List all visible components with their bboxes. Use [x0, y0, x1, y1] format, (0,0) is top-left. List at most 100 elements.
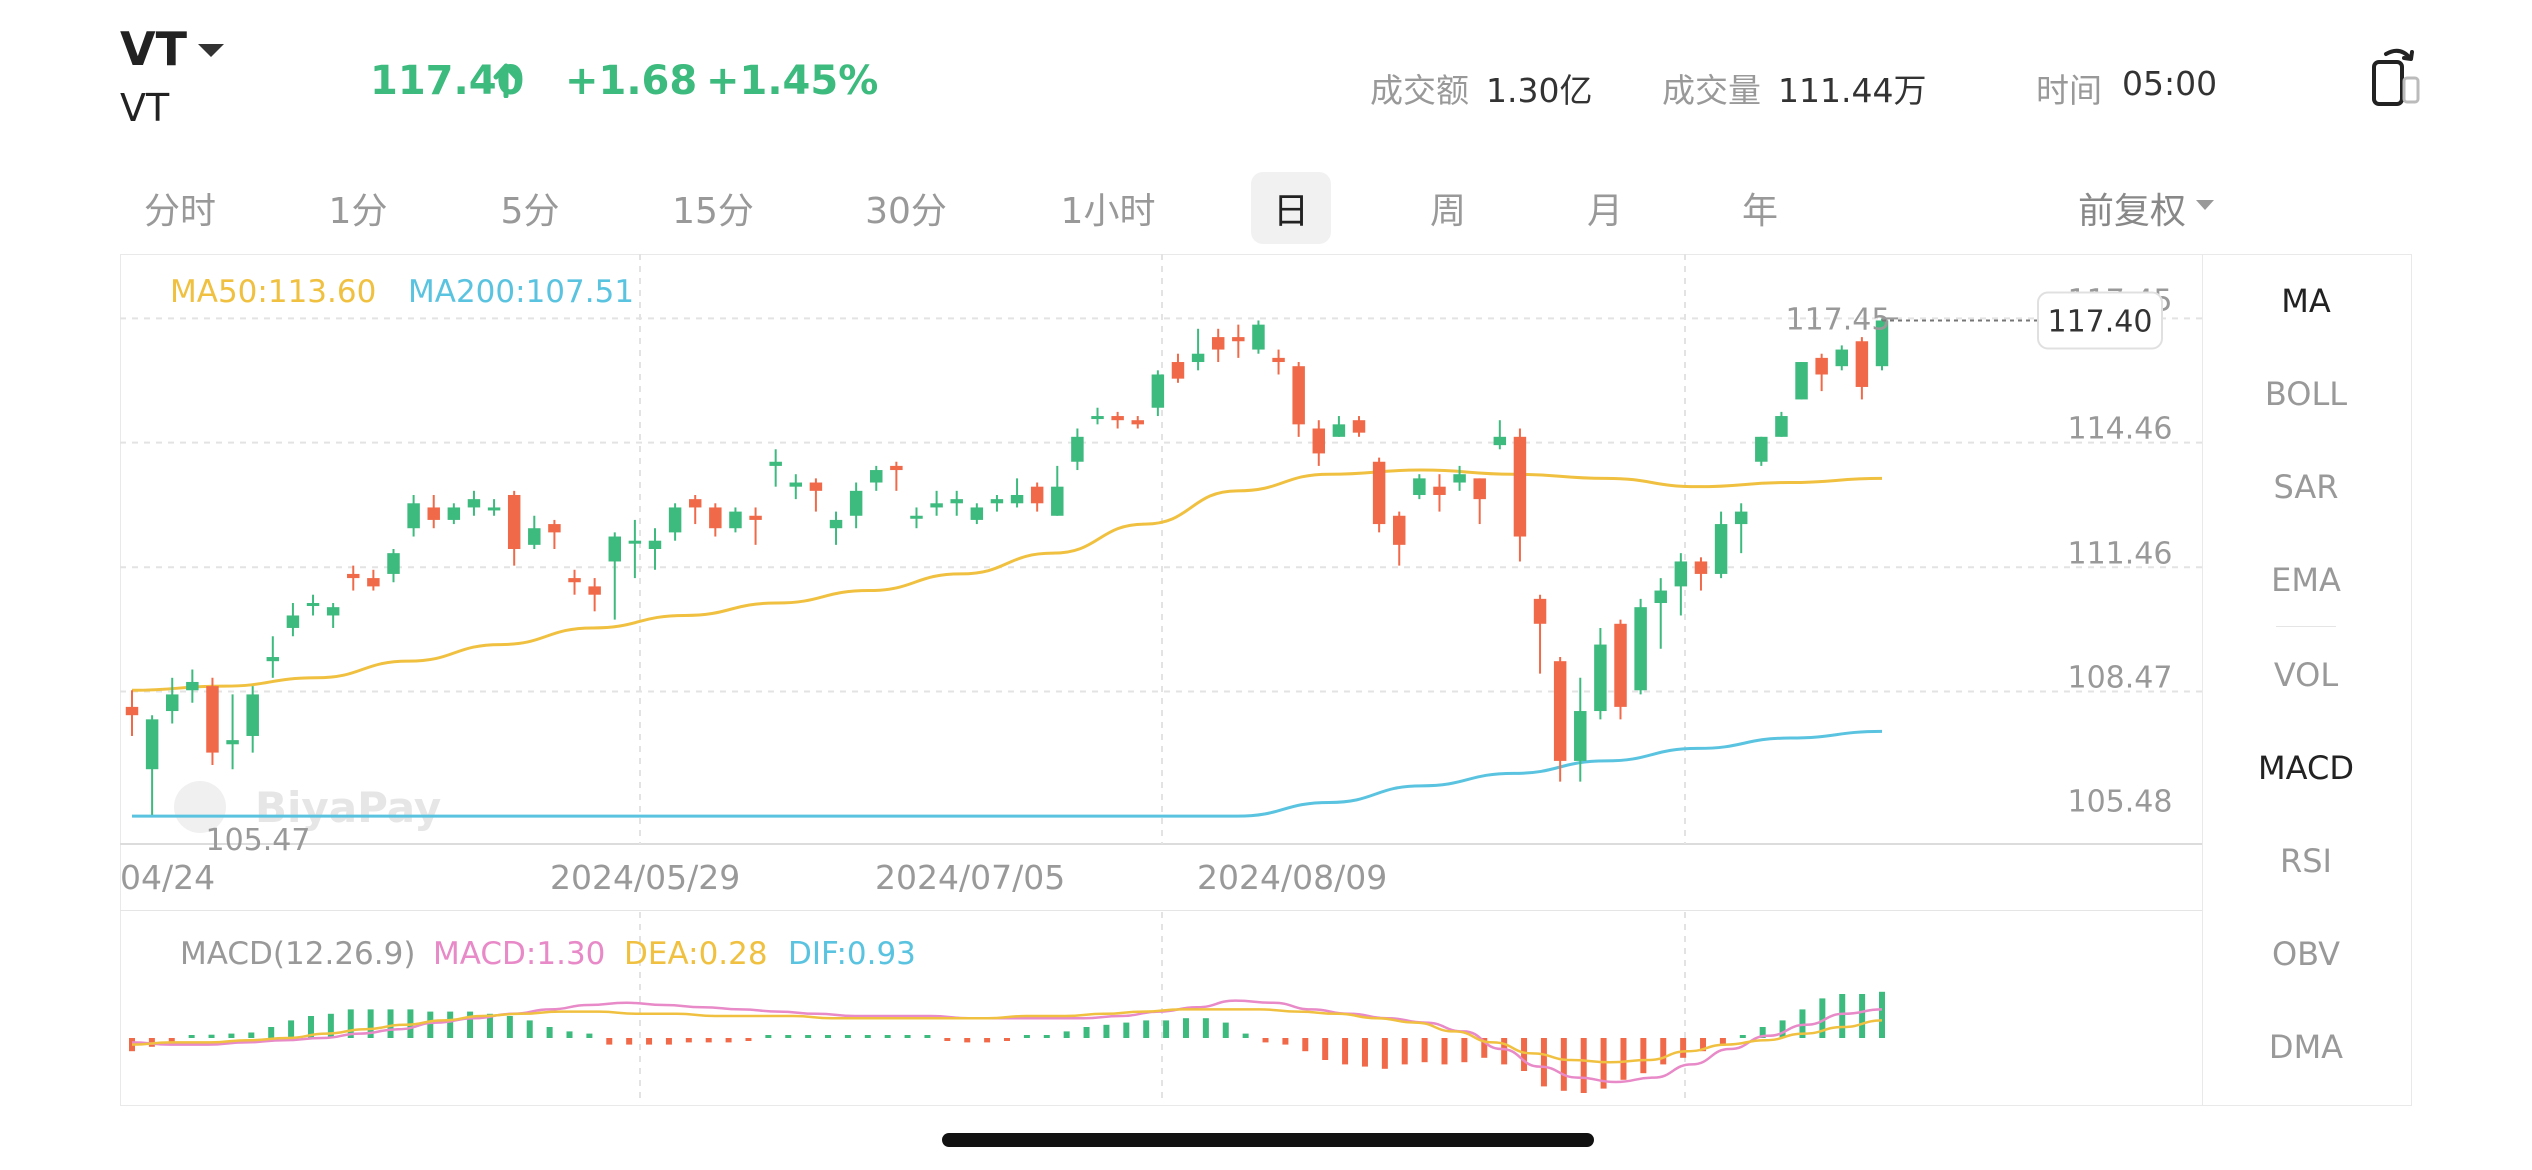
candle — [407, 494, 420, 537]
candlestick-chart[interactable]: BiyaPay 117.45 114.46 111.46 108.47 105.48 117… — [120, 254, 2202, 854]
macd-histogram-bar — [347, 1009, 354, 1038]
macd-histogram-bar — [626, 1038, 633, 1045]
macd-histogram-bar — [1361, 1038, 1368, 1067]
indicator-obv[interactable]: OBV — [2271, 935, 2341, 973]
macd-histogram-bar — [1182, 1018, 1189, 1038]
candle — [347, 565, 360, 591]
candle — [1775, 411, 1788, 437]
tab-5min[interactable]: 5分 — [500, 191, 560, 232]
candle — [1815, 353, 1828, 392]
candle — [1372, 457, 1386, 533]
candle — [1614, 619, 1627, 720]
macd-histogram-bar — [1083, 1027, 1090, 1038]
macd-histogram-bar — [1302, 1038, 1309, 1052]
candle-body — [206, 686, 219, 753]
macd-histogram-bar — [984, 1038, 991, 1043]
candle-body — [1393, 515, 1406, 545]
dif-value: DIF:0.93 — [788, 936, 916, 972]
macd-histogram-bar — [1441, 1038, 1448, 1065]
candle-body — [528, 528, 541, 545]
indicator-ema[interactable]: EMA — [2271, 561, 2341, 599]
macd-histogram-bar — [725, 1038, 732, 1043]
candle — [749, 507, 762, 545]
time-label: 时间 — [2036, 71, 2102, 110]
candle-body — [145, 719, 159, 770]
macd-histogram-bar — [685, 1038, 692, 1043]
macd-histogram-bar — [665, 1038, 672, 1045]
ticker-dropdown-icon[interactable] — [198, 44, 224, 57]
tab-week[interactable]: 周 — [1429, 191, 1467, 232]
candle-body — [1372, 461, 1386, 525]
tab-1hour[interactable]: 1小时 — [1060, 191, 1156, 232]
candle — [709, 503, 722, 537]
candle — [1795, 362, 1808, 400]
candle-body — [548, 524, 561, 533]
candle-body — [1694, 561, 1708, 574]
macd-histogram-bar — [506, 1016, 513, 1038]
indicator-sar[interactable]: SAR — [2273, 468, 2339, 506]
candle-body — [347, 573, 360, 579]
candle — [769, 449, 782, 487]
candle-body — [1232, 337, 1245, 342]
indicator-boll[interactable]: BOLL — [2264, 375, 2348, 413]
ticker-symbol[interactable]: VT — [120, 22, 187, 76]
tab-month[interactable]: 月 — [1586, 191, 1624, 232]
candle — [930, 490, 943, 516]
volume-value: 111.44万 — [1778, 71, 1927, 110]
candle-body — [1453, 474, 1466, 483]
candle — [1312, 420, 1326, 466]
macd-histogram-bar — [1063, 1031, 1070, 1038]
candle — [910, 507, 923, 529]
adjust-selector[interactable]: 前复权 — [2078, 191, 2187, 232]
ma50-line — [131, 468, 1883, 692]
candle — [1071, 428, 1084, 471]
candle — [1594, 627, 1607, 720]
macd-histogram-bar — [646, 1038, 653, 1045]
candle-body — [829, 519, 843, 529]
candle — [1574, 677, 1587, 782]
candle-body — [950, 499, 963, 504]
macd-histogram-bar — [924, 1035, 931, 1038]
candle-body — [1191, 353, 1205, 363]
candle-body — [326, 607, 340, 616]
indicator-macd[interactable]: MACD — [2258, 749, 2354, 787]
macd-histogram-bar — [467, 1011, 474, 1038]
tab-year[interactable]: 年 — [1741, 191, 1779, 232]
candle — [226, 694, 239, 770]
candle — [246, 686, 259, 753]
macd-histogram-bar — [1401, 1038, 1408, 1065]
candle — [1393, 511, 1406, 566]
candle-body — [1875, 320, 1889, 367]
tab-1min[interactable]: 1分 — [328, 191, 388, 232]
candle — [387, 549, 400, 583]
tab-30min[interactable]: 30分 — [865, 191, 947, 232]
candle — [286, 603, 300, 637]
candle — [950, 490, 963, 516]
candle — [326, 603, 340, 628]
candle-body — [1030, 486, 1044, 504]
indicator-dma[interactable]: DMA — [2268, 1028, 2344, 1066]
tab-day[interactable]: 日 — [1250, 172, 1332, 244]
tab-15min[interactable]: 15分 — [672, 191, 754, 232]
y-tick-label: 108.47 — [2068, 661, 2173, 696]
home-indicator[interactable] — [942, 1133, 1594, 1147]
macd-histogram-bar — [705, 1038, 712, 1043]
macd-histogram-bar — [188, 1035, 195, 1038]
indicator-vol[interactable]: VOL — [2273, 656, 2339, 694]
indicator-ma[interactable]: MA — [2281, 282, 2331, 320]
candle — [1010, 478, 1024, 508]
indicator-rsi[interactable]: RSI — [2280, 842, 2332, 880]
x-axis-label: 2024/08/09 — [1197, 858, 1388, 897]
candle-body — [849, 490, 863, 516]
tab-intraday[interactable]: 分时 — [143, 191, 217, 232]
macd-chart[interactable] — [120, 912, 2202, 1102]
rotate-screen-icon[interactable] — [2370, 44, 2422, 108]
candle-body — [246, 694, 259, 736]
candle — [1855, 337, 1869, 400]
candle-body — [749, 515, 762, 520]
candle — [829, 511, 843, 545]
candle-body — [1051, 486, 1064, 516]
macd-histogram-bar — [427, 1011, 434, 1038]
candle — [648, 528, 662, 570]
adjust-dropdown-icon[interactable] — [2196, 200, 2214, 210]
